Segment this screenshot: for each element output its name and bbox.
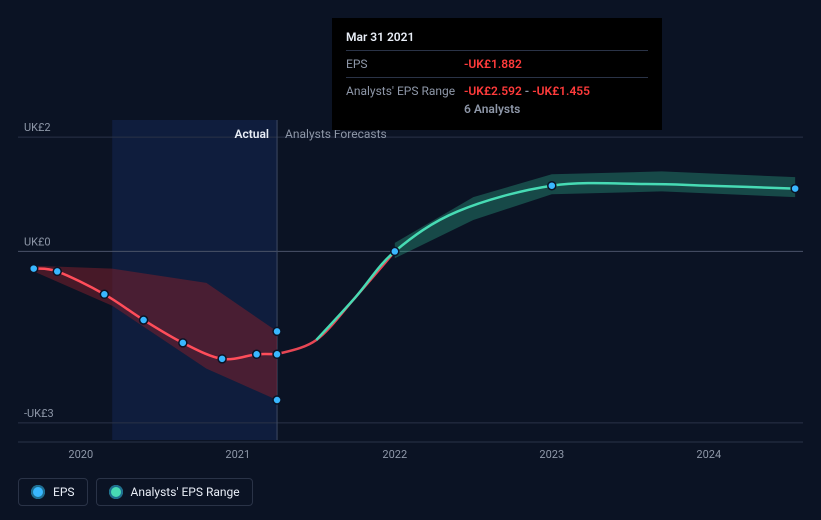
- tooltip-range-high: -UK£1.455: [532, 84, 590, 98]
- eps-marker: [548, 182, 556, 190]
- eps-line-transition: [277, 251, 395, 354]
- eps-marker: [100, 290, 108, 298]
- x-tick-label: 2023: [539, 448, 564, 461]
- legend-label: EPS: [53, 485, 75, 499]
- eps-marker: [140, 316, 148, 324]
- range-marker: [273, 396, 281, 404]
- actual-section-label: Actual: [234, 127, 269, 141]
- x-tick-label: 2022: [382, 448, 407, 461]
- x-tick-label: 2021: [225, 448, 250, 461]
- tooltip-eps-label: EPS: [346, 55, 464, 73]
- eps-marker: [253, 350, 261, 358]
- tooltip-range-label: Analysts' EPS Range: [346, 82, 464, 100]
- legend-item-range[interactable]: Analysts' EPS Range: [96, 478, 253, 506]
- eps-marker: [391, 247, 399, 255]
- chart-tooltip: Mar 31 2021 EPS -UK£1.882 Analysts' EPS …: [332, 18, 662, 130]
- legend-label: Analysts' EPS Range: [131, 485, 240, 499]
- range-marker: [273, 327, 281, 335]
- x-tick-label: 2024: [696, 448, 721, 461]
- tooltip-date: Mar 31 2021: [346, 28, 648, 46]
- eps-marker: [218, 355, 226, 363]
- eps-marker: [791, 185, 799, 193]
- legend-swatch-icon: [109, 485, 123, 499]
- y-tick-label: UK£0: [24, 235, 51, 248]
- legend-item-eps[interactable]: EPS: [18, 478, 88, 506]
- y-tick-label: UK£2: [24, 121, 51, 134]
- eps-marker: [179, 339, 187, 347]
- tooltip-eps-value: -UK£1.882: [464, 55, 522, 73]
- y-tick-label: -UK£3: [24, 407, 54, 420]
- x-tick-label: 2020: [68, 448, 93, 461]
- legend-swatch-icon: [31, 485, 45, 499]
- tooltip-analyst-count: 6 Analysts: [464, 100, 520, 118]
- eps-marker: [53, 267, 61, 275]
- eps-line-forecast: [316, 183, 795, 340]
- chart-legend: EPS Analysts' EPS Range: [18, 478, 253, 506]
- tooltip-range-low: -UK£2.592: [464, 84, 522, 98]
- eps-marker: [30, 265, 38, 273]
- eps-marker: [273, 350, 281, 358]
